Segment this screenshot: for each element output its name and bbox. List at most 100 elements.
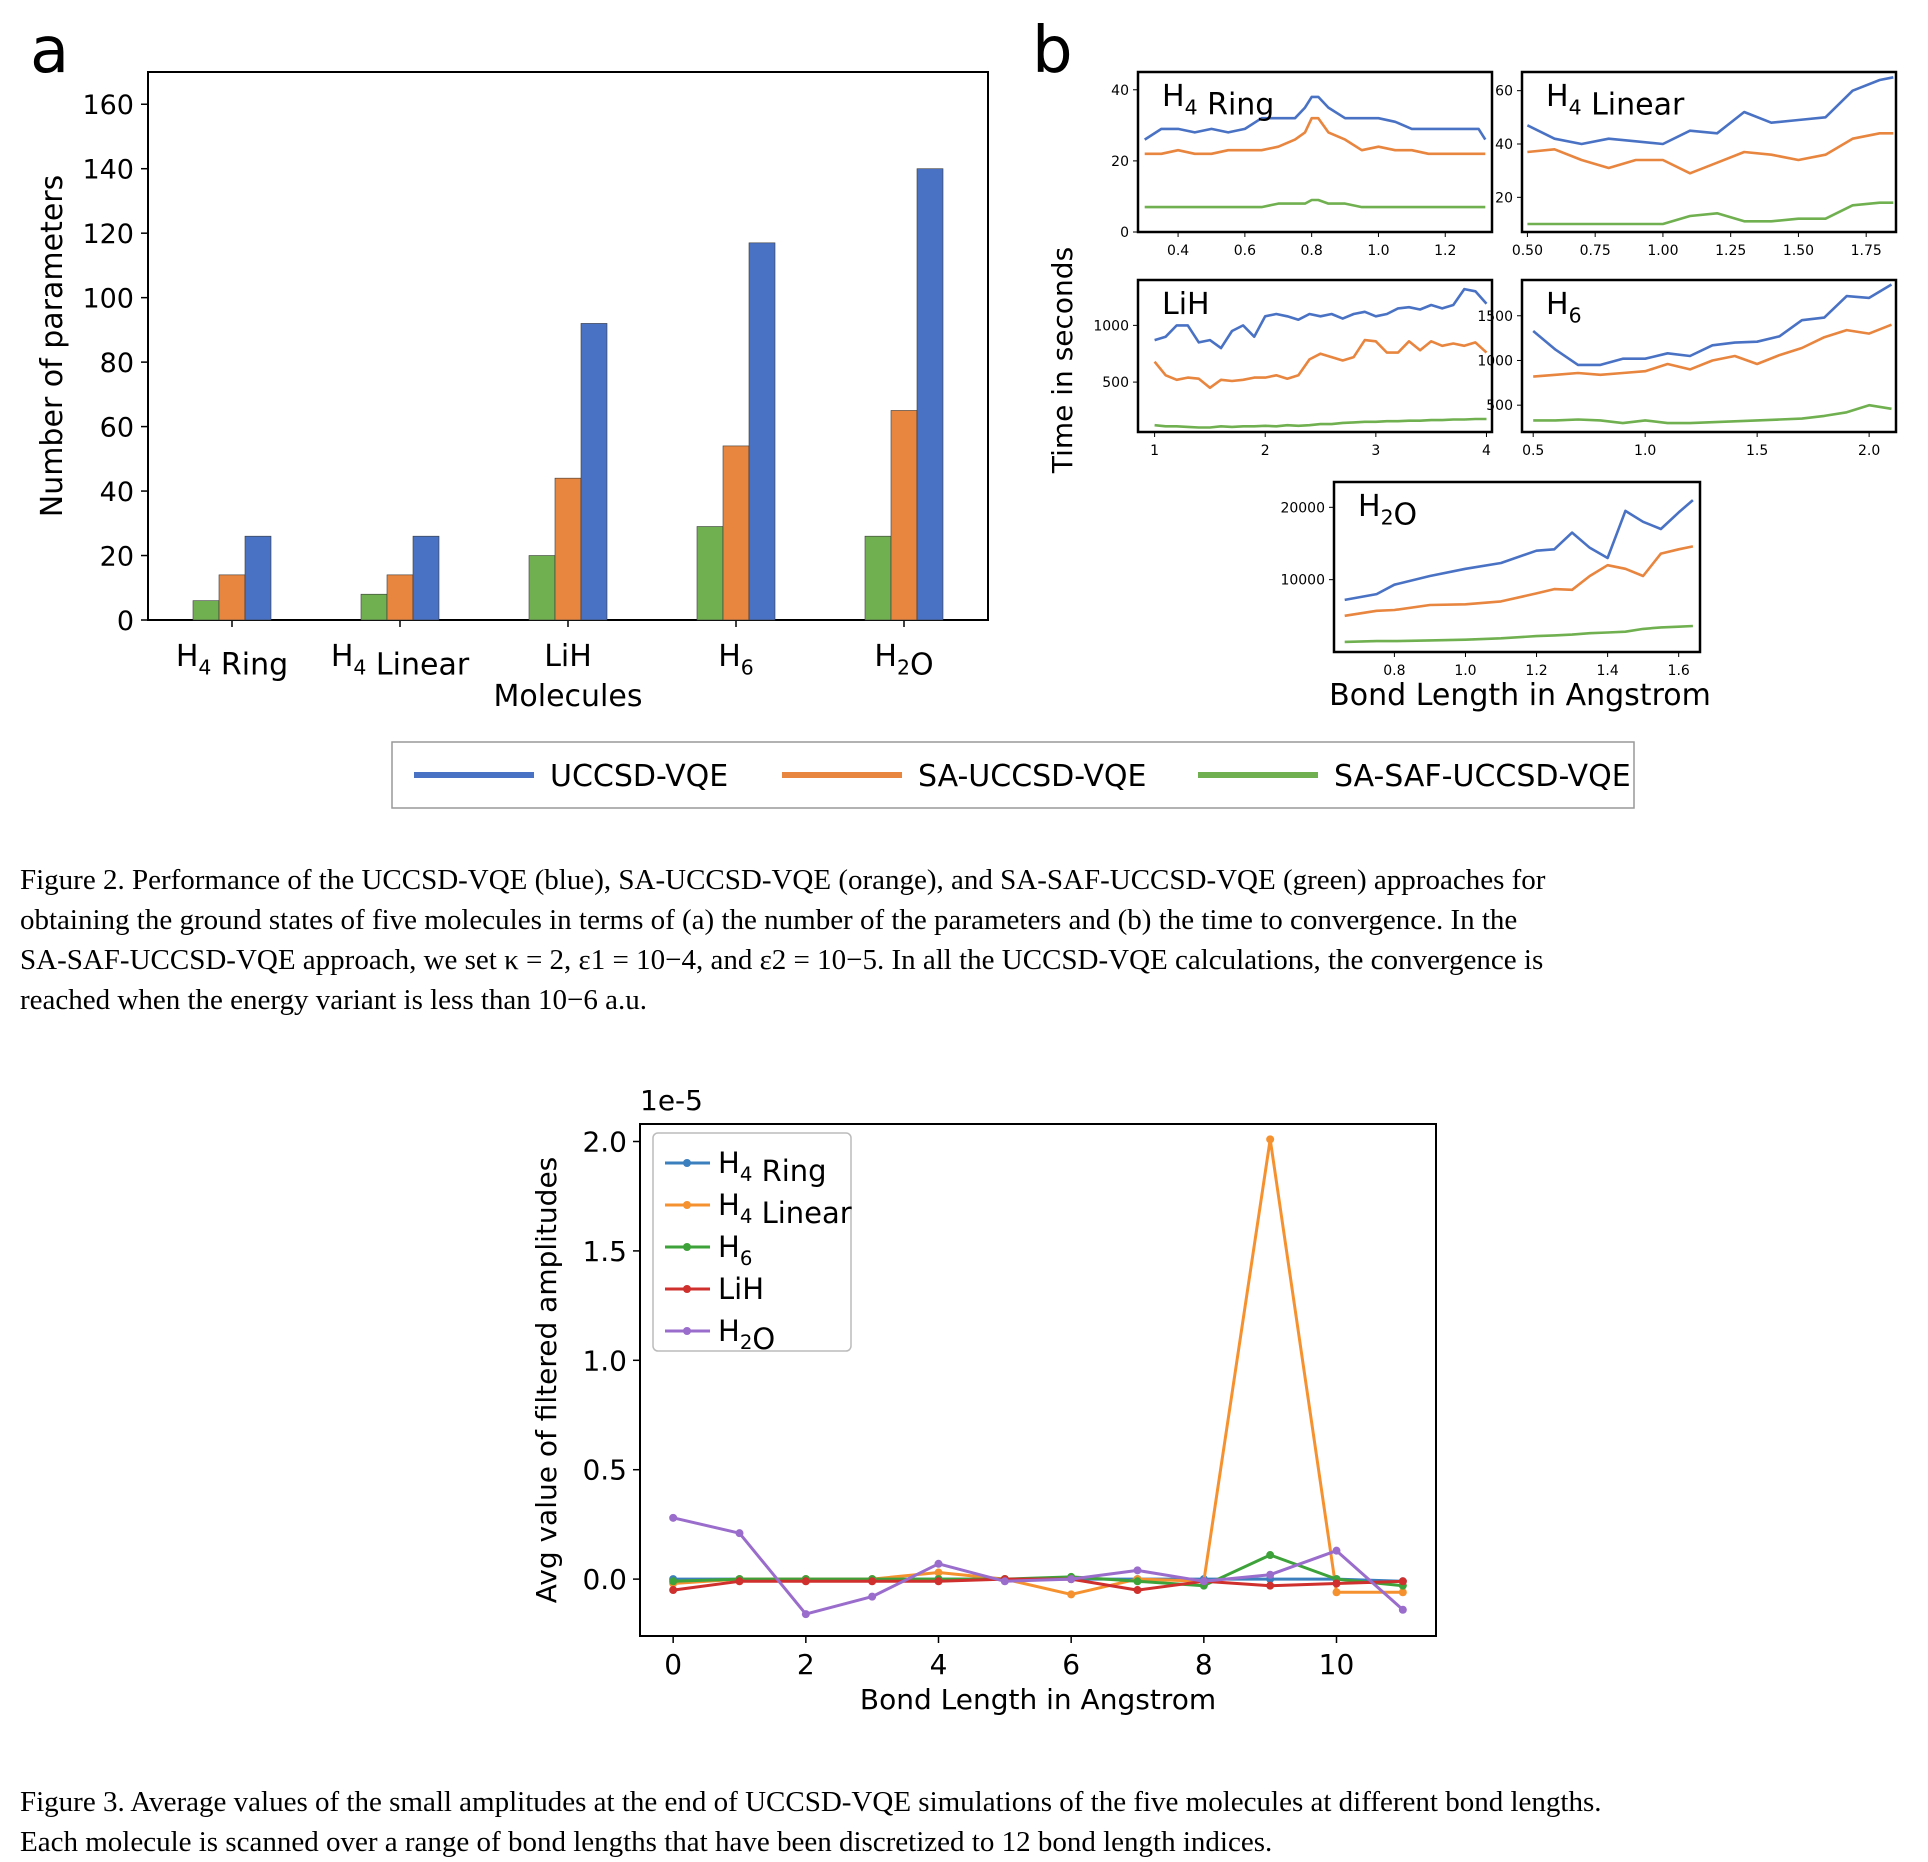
y-tick-label: 60 <box>100 413 134 444</box>
bar <box>412 535 440 621</box>
y-tick-label: 20 <box>100 542 134 573</box>
y-tick-label: 40 <box>1111 83 1129 99</box>
figure2-legend: UCCSD-VQE SA-UCCSD-VQE SA-SAF-UCCSD-VQE <box>391 741 1635 809</box>
y-tick-label: 80 <box>100 348 134 379</box>
subplot-frame <box>1136 278 1494 434</box>
data-point <box>1332 1546 1341 1555</box>
x-tick-label: 0.75 <box>1580 243 1611 259</box>
y-tick-label: 500 <box>1102 375 1129 391</box>
subplot: 0 20 40 0.4 0.6 0.8 1.0 1.2 H4 Ring <box>1111 70 1494 259</box>
y-tick-label: 20 <box>1495 190 1513 206</box>
legend-marker <box>683 1159 691 1167</box>
figure2-caption-line: SA-SAF-UCCSD-VQE approach, we set κ = 2,… <box>20 944 1544 976</box>
data-point <box>1266 1581 1275 1590</box>
y-tick-label: 10000 <box>1280 573 1325 589</box>
y-axis-label: Number of parameters <box>35 175 70 518</box>
series-line <box>1344 499 1694 602</box>
data-point <box>1133 1566 1142 1575</box>
x-tick-label: 1.0 <box>1634 443 1656 459</box>
legend-label: H2O <box>718 1314 775 1356</box>
subplot-title: H6 <box>1546 287 1582 327</box>
legend-label: H4 Linear <box>718 1188 852 1230</box>
figure3-caption-line: Figure 3. Average values of the small am… <box>20 1786 1602 1818</box>
subplot-title: H2O <box>1358 489 1417 532</box>
legend-marker <box>683 1327 691 1335</box>
bar <box>864 535 892 621</box>
subplot: 500 1000 1 2 3 4 LiH <box>1093 278 1494 459</box>
data-point <box>669 1577 678 1586</box>
bar <box>696 526 724 621</box>
series-line <box>1533 323 1892 378</box>
y-tick-label: 0 <box>1120 225 1129 241</box>
x-tick-label: 0.4 <box>1167 243 1189 259</box>
bar <box>554 477 582 621</box>
data-point <box>1266 1570 1275 1579</box>
bar <box>386 574 414 621</box>
series-line <box>1526 76 1894 146</box>
y-tick-label: 160 <box>82 90 134 121</box>
data-point <box>1398 1577 1407 1586</box>
data-point <box>1000 1577 1009 1586</box>
data-point <box>1398 1588 1407 1597</box>
y-tick-label: 140 <box>82 155 134 186</box>
data-point <box>934 1577 943 1586</box>
data-point <box>934 1568 943 1577</box>
y-tick-label: 1500 <box>1477 309 1513 325</box>
series-line <box>1527 201 1894 226</box>
panel-a-letter: a <box>30 14 69 88</box>
subplot-frame <box>1520 70 1898 234</box>
data-point <box>801 1577 810 1586</box>
legend-frame <box>391 741 1635 809</box>
figure3-caption-line: Each molecule is scanned over a range of… <box>20 1826 1273 1858</box>
y-tick-label: 1.0 <box>582 1344 627 1377</box>
data-point <box>1332 1588 1341 1597</box>
legend-frame <box>652 1132 852 1352</box>
y-tick-label: 60 <box>1495 84 1513 100</box>
y-tick-label: 2.0 <box>582 1126 627 1159</box>
x-axis-label: Molecules <box>494 679 643 714</box>
x-tick-label: 1.75 <box>1851 243 1882 259</box>
data-point <box>801 1610 810 1619</box>
series-line <box>1154 287 1488 350</box>
bar <box>360 593 388 621</box>
series-line <box>1533 403 1892 425</box>
panel-a-bar-chart: a 0 20 40 60 80 100 120 140 160 H4 Ring H4 Linear Li… <box>30 14 989 714</box>
series-line <box>1527 132 1894 175</box>
subplot: 20 40 60 0.50 0.75 1.00 1.25 1.50 1.75 H4 Linear <box>1495 70 1898 259</box>
x-tick-label: 4 <box>930 1648 948 1681</box>
data-point <box>1067 1575 1076 1584</box>
legend-label: LiH <box>718 1272 764 1306</box>
legend-label: H4 Ring <box>718 1146 827 1188</box>
figure3-line-chart: 0.0 0.5 1.0 1.5 2.0 0 2 4 6 8 10 1e-5 Bond Length in… <box>530 1084 1437 1716</box>
x-tick-label: 1.2 <box>1434 243 1456 259</box>
figure2-caption-line: obtaining the ground states of five mole… <box>20 904 1518 936</box>
y-tick-label: 0 <box>117 606 134 637</box>
x-tick-label: 0.6 <box>1234 243 1256 259</box>
bar <box>890 410 918 621</box>
x-axis-label: Bond Length in Angstrom <box>860 1683 1216 1716</box>
data-point <box>1266 1551 1275 1560</box>
data-point <box>1398 1605 1407 1614</box>
x-tick-label: 1.50 <box>1783 243 1814 259</box>
data-point <box>1067 1590 1076 1599</box>
series-line <box>1532 283 1893 367</box>
y-tick-label: 120 <box>82 219 134 250</box>
figure2-caption-line: Figure 2. Performance of the UCCSD-VQE (… <box>20 864 1546 896</box>
legend-label: H6 <box>718 1230 752 1270</box>
legend-marker <box>683 1201 691 1209</box>
series-line <box>1344 545 1694 618</box>
y-axis-label: Time in seconds <box>1046 247 1079 474</box>
bar <box>580 323 608 621</box>
subplot: 10000 20000 0.8 1.0 1.2 1.4 1.6 H2O <box>1280 480 1702 679</box>
data-point <box>1332 1579 1341 1588</box>
x-tick-label: H4 Ring <box>176 639 288 682</box>
data-point <box>1133 1577 1142 1586</box>
series-line <box>1144 116 1486 156</box>
subplot-title: H4 Ring <box>1162 79 1274 122</box>
x-tick-label: 0.8 <box>1383 663 1405 679</box>
y-tick-label: 20000 <box>1280 500 1325 516</box>
bar <box>244 535 272 621</box>
x-tick-label: 1.5 <box>1746 443 1768 459</box>
